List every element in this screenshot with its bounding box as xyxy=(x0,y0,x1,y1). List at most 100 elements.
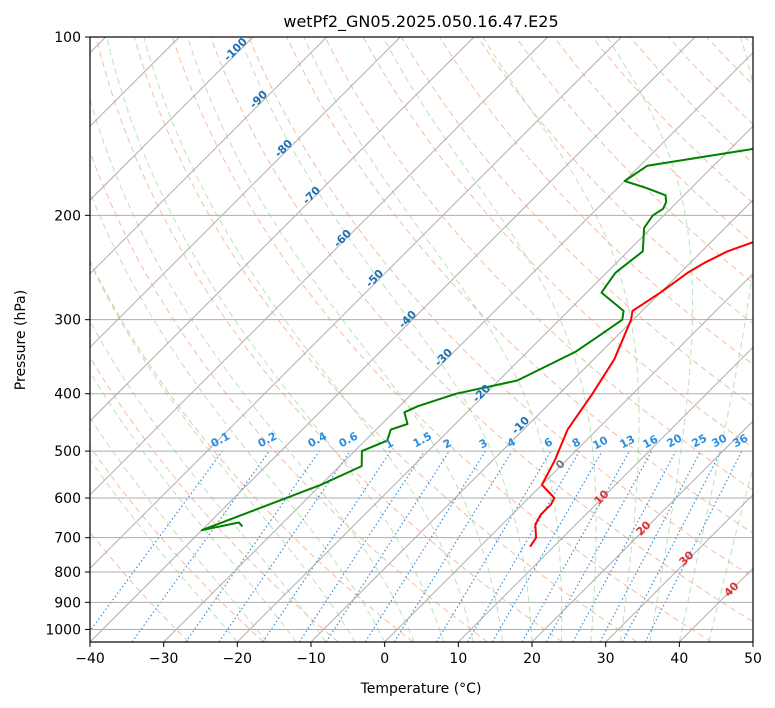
mixing-ratio-label: 1.5 xyxy=(411,430,434,451)
dry-adiabat-label: -10 xyxy=(509,414,532,437)
moist-adiabat xyxy=(90,320,327,642)
dry-adiabat-label: -70 xyxy=(300,184,323,207)
mixing-ratio-line xyxy=(90,450,223,632)
mixing-ratio-label: 13 xyxy=(618,433,638,452)
mixing-ratio-label: 6 xyxy=(542,435,555,450)
mixing-ratio-label: 25 xyxy=(690,432,710,451)
x-axis-label: Temperature (°C) xyxy=(360,681,482,697)
x-tick-label: 0 xyxy=(380,651,389,667)
isotherm xyxy=(90,37,328,275)
y-tick-label: 700 xyxy=(54,531,81,547)
moist-adiabat xyxy=(187,37,503,642)
y-tick-label: 400 xyxy=(54,387,81,403)
moist-adiabat xyxy=(606,37,694,642)
mixing-ratio-line xyxy=(262,450,392,642)
moist-adiabat xyxy=(90,458,238,642)
moist-adiabat-label: 20 xyxy=(634,518,654,538)
x-tick-label: −30 xyxy=(149,651,179,667)
dry-adiabat xyxy=(324,37,753,491)
mixing-ratio-label: 16 xyxy=(641,432,661,451)
moist-adiabat xyxy=(482,37,640,642)
isotherm xyxy=(90,37,622,570)
mixing-ratio-line xyxy=(218,450,351,642)
moist-adiabat-label: 0 xyxy=(553,457,568,472)
isotherm xyxy=(90,37,254,201)
mixing-ratio-label: 10 xyxy=(591,433,611,452)
mixing-ratio-label: 0.6 xyxy=(337,429,361,450)
dry-adiabat-label: -90 xyxy=(247,88,270,111)
mixing-ratio-line xyxy=(393,450,513,642)
mixing-ratio-line xyxy=(325,450,450,642)
isotherm xyxy=(457,346,753,642)
x-tick-label: 30 xyxy=(597,651,615,667)
moist-adiabat xyxy=(106,37,445,642)
mixing-ratio-line xyxy=(298,450,425,642)
dry-adiabat xyxy=(286,37,753,534)
mixing-ratio-line xyxy=(521,450,631,642)
temperature-line xyxy=(529,241,753,548)
background-lines xyxy=(90,37,753,642)
moist-adiabat xyxy=(303,37,563,642)
moist-adiabat xyxy=(382,37,597,642)
dry-adiabat xyxy=(438,37,753,366)
y-tick-label: 200 xyxy=(54,208,81,224)
isotherm xyxy=(531,420,753,642)
moist-adiabat-label: 30 xyxy=(677,548,697,568)
mixing-ratio-line xyxy=(491,450,603,642)
dry-adiabat-label: -60 xyxy=(331,227,354,250)
plot-frame xyxy=(89,36,754,643)
mixing-ratio-label: 30 xyxy=(710,431,730,450)
dry-adiabat xyxy=(133,37,638,642)
dry-adiabat xyxy=(210,37,753,623)
chart-title: wetPf2_GN05.2025.050.16.47.E25 xyxy=(283,12,558,32)
isotherm xyxy=(90,37,475,422)
mixing-ratio-label: 2 xyxy=(441,436,454,451)
x-tick-label: −40 xyxy=(75,651,105,667)
x-axis: −40 −30 −20 −10 0 10 20 30 40 50 xyxy=(75,642,762,667)
line-labels: -100-90-80-70-60-50-40-30-20-100.1 0.2 0.4… xyxy=(209,37,751,600)
dry-adiabat xyxy=(90,150,488,642)
dry-adiabat xyxy=(744,37,753,47)
dry-adiabat xyxy=(95,37,563,642)
moist-adiabat xyxy=(90,370,297,642)
isotherm xyxy=(90,37,696,642)
mixing-ratio-line xyxy=(435,450,552,642)
isotherm xyxy=(90,37,549,496)
isotherm xyxy=(384,272,753,642)
moist-adiabat xyxy=(90,416,268,642)
isotherm xyxy=(163,51,753,642)
moist-adiabat xyxy=(90,261,356,642)
dry-adiabat xyxy=(90,445,264,642)
isotherm xyxy=(236,125,753,642)
y-axis-label: Pressure (hPa) xyxy=(13,290,29,390)
moist-adiabat xyxy=(143,37,474,642)
isotherm xyxy=(310,199,753,642)
moist-adiabat-label: 10 xyxy=(592,487,612,507)
isotherm xyxy=(752,641,753,642)
mixing-ratio-label: 0.1 xyxy=(209,430,232,451)
x-tick-label: −20 xyxy=(223,651,253,667)
y-tick-label: 300 xyxy=(54,313,81,329)
dry-adiabat xyxy=(90,356,339,642)
isotherm xyxy=(605,493,753,642)
dry-adiabat-label: -50 xyxy=(363,267,386,290)
x-tick-label: −10 xyxy=(296,651,326,667)
x-tick-label: 20 xyxy=(523,651,541,667)
y-tick-label: 800 xyxy=(54,565,81,581)
mixing-ratio-line xyxy=(599,450,702,642)
dry-adiabat-label: -30 xyxy=(432,346,455,369)
mixing-ratio-line xyxy=(572,450,677,642)
dry-adiabat xyxy=(171,37,712,642)
moist-adiabat xyxy=(90,190,386,642)
y-tick-label: 1000 xyxy=(45,622,81,638)
moist-adiabat xyxy=(678,37,753,642)
x-tick-label: 50 xyxy=(744,651,762,667)
x-tick-label: 10 xyxy=(449,651,467,667)
dry-adiabat xyxy=(706,37,753,86)
y-tick-label: 100 xyxy=(54,30,81,46)
isotherm xyxy=(678,567,753,642)
y-axis: 100 200 300 400 500 600 700 800 900 1000 xyxy=(45,30,90,638)
dry-adiabat-label: -20 xyxy=(470,382,493,405)
moist-adiabat xyxy=(708,465,753,642)
